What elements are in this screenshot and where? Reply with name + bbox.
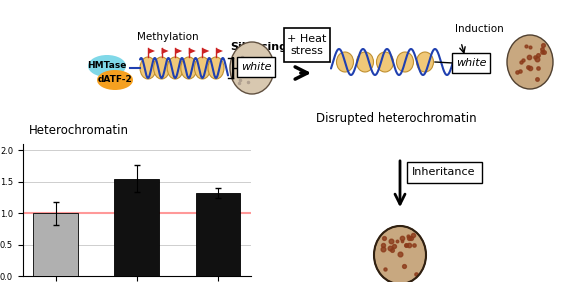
Ellipse shape [194,57,210,79]
FancyBboxPatch shape [284,28,330,62]
Ellipse shape [397,52,413,72]
Text: + Heat
stress: + Heat stress [287,34,327,56]
Bar [33,213,78,276]
Ellipse shape [97,70,133,90]
Ellipse shape [167,57,183,79]
Polygon shape [175,48,182,54]
Polygon shape [202,48,209,54]
Polygon shape [162,48,169,54]
FancyBboxPatch shape [406,162,482,182]
Ellipse shape [208,57,224,79]
Text: Methylation: Methylation [137,32,199,42]
Text: Disrupted heterochromatin: Disrupted heterochromatin [316,112,477,125]
Text: dATF-2: dATF-2 [97,76,132,85]
Ellipse shape [230,42,274,94]
Ellipse shape [417,52,434,72]
Bar [115,179,159,276]
Text: Silencing: Silencing [230,42,287,52]
Text: Heterochromatin: Heterochromatin [28,124,128,137]
Text: white: white [241,62,271,72]
Ellipse shape [356,52,373,72]
Polygon shape [189,48,196,54]
FancyBboxPatch shape [452,53,490,73]
Ellipse shape [377,52,393,72]
Ellipse shape [507,35,553,89]
Text: Inheritance: Inheritance [412,167,476,177]
FancyBboxPatch shape [237,57,275,77]
Polygon shape [216,48,223,54]
Text: Induction: Induction [455,24,504,34]
Ellipse shape [88,55,126,77]
Ellipse shape [140,57,156,79]
Ellipse shape [336,52,353,72]
Text: white: white [456,58,486,68]
Ellipse shape [181,57,197,79]
Bar [196,193,241,276]
Text: HMTase: HMTase [87,61,127,70]
Polygon shape [148,48,155,54]
Ellipse shape [153,57,170,79]
Ellipse shape [374,226,426,282]
